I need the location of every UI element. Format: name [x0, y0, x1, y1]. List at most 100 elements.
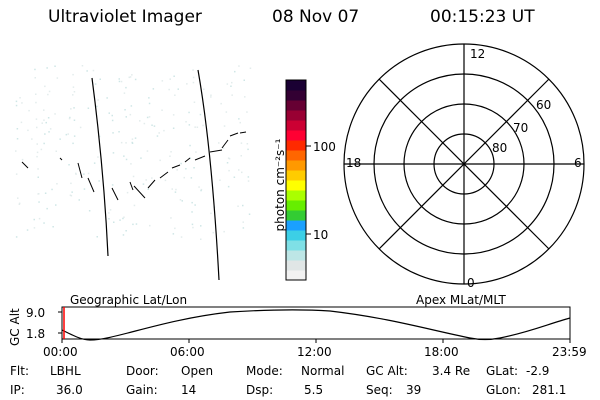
speckle: [133, 204, 136, 207]
speckle: [230, 85, 232, 87]
info-value-r1-2: Normal: [301, 364, 345, 378]
speckle: [72, 94, 74, 96]
speckle: [33, 227, 36, 229]
speckle: [153, 125, 156, 127]
colorbar-band: [286, 260, 306, 271]
speckle: [18, 203, 21, 205]
speckle: [88, 210, 91, 212]
speckle: [151, 124, 153, 126]
speckle: [28, 109, 30, 112]
speckle: [33, 218, 35, 221]
speckle: [159, 159, 161, 162]
info-key-r1-4: GLat:: [486, 364, 519, 378]
speckle: [186, 83, 188, 85]
speckle: [68, 164, 70, 166]
speckle: [247, 180, 250, 182]
speckle: [219, 179, 221, 181]
speckle: [98, 135, 101, 138]
speckle: [192, 69, 194, 71]
speckle: [196, 126, 199, 128]
speckle: [239, 121, 241, 124]
speckle: [48, 131, 50, 133]
speckle: [231, 81, 233, 84]
speckle: [174, 94, 176, 96]
speckle: [238, 169, 240, 171]
speckle: [172, 127, 175, 129]
speckle: [123, 216, 125, 218]
speckle: [31, 138, 33, 140]
speckle: [56, 183, 58, 185]
colorbar-band: [286, 120, 306, 131]
timeline-xtick-0: 00:00: [43, 345, 78, 359]
colorbar-band: [286, 190, 306, 201]
speckle: [118, 80, 121, 83]
mlt-label-18: 18: [346, 156, 362, 170]
speckle: [35, 93, 37, 95]
speckle: [231, 94, 233, 96]
speckle: [210, 212, 212, 215]
speckle: [228, 158, 231, 160]
speckle: [202, 124, 204, 127]
lat-label-60: 60: [536, 98, 552, 112]
speckle: [243, 79, 245, 81]
speckle: [94, 83, 97, 85]
info-value-r1-3: 3.4 Re: [432, 364, 471, 378]
speckle: [83, 188, 86, 190]
speckle: [73, 119, 76, 121]
speckle: [189, 157, 192, 159]
speckle: [240, 155, 242, 157]
speckle: [172, 114, 175, 116]
colorbar-band: [286, 230, 306, 241]
info-value-r2-4: 281.1: [532, 383, 567, 397]
speckle: [189, 144, 191, 147]
speckle: [148, 102, 151, 105]
info-key-r2-1: Gain:: [126, 383, 158, 397]
speckle: [70, 108, 72, 110]
speckle: [151, 177, 153, 179]
timeline-right-caption: Apex MLat/MLT: [416, 293, 506, 307]
speckle: [34, 77, 36, 79]
altitude-curve: [61, 309, 571, 341]
colorbar-frame: [285, 79, 307, 281]
speckle: [193, 167, 195, 169]
timeline-xtick-1: 06:00: [170, 345, 205, 359]
speckle: [222, 147, 225, 149]
speckle: [81, 65, 84, 67]
speckle: [237, 205, 239, 207]
speckle: [246, 111, 248, 113]
speckle: [27, 129, 29, 132]
timeline-xtick-4: 23:59: [552, 345, 587, 359]
speckle: [174, 227, 176, 230]
speckle: [242, 204, 244, 207]
speckle: [131, 142, 134, 144]
speckle: [69, 116, 71, 119]
speckle: [175, 188, 177, 191]
info-value-r2-0: 36.0: [56, 383, 83, 397]
speckle: [73, 107, 75, 109]
speckle: [227, 157, 230, 159]
speckle: [200, 225, 202, 227]
speckle: [174, 191, 177, 193]
speckle: [120, 141, 123, 144]
speckle: [134, 137, 137, 139]
speckle: [125, 230, 127, 232]
speckle: [173, 75, 175, 77]
speckle: [68, 117, 71, 120]
speckle: [185, 168, 187, 170]
speckle: [147, 188, 149, 190]
image-speckles: [15, 65, 252, 240]
speckle: [223, 230, 225, 233]
speckle: [83, 173, 85, 175]
speckle: [15, 236, 18, 238]
speckle: [176, 169, 178, 171]
speckle: [199, 113, 202, 116]
speckle: [36, 155, 38, 158]
speckle: [132, 223, 134, 226]
speckle: [111, 114, 113, 117]
speckle: [36, 151, 39, 154]
speckle: [41, 122, 43, 124]
speckle: [158, 132, 160, 134]
